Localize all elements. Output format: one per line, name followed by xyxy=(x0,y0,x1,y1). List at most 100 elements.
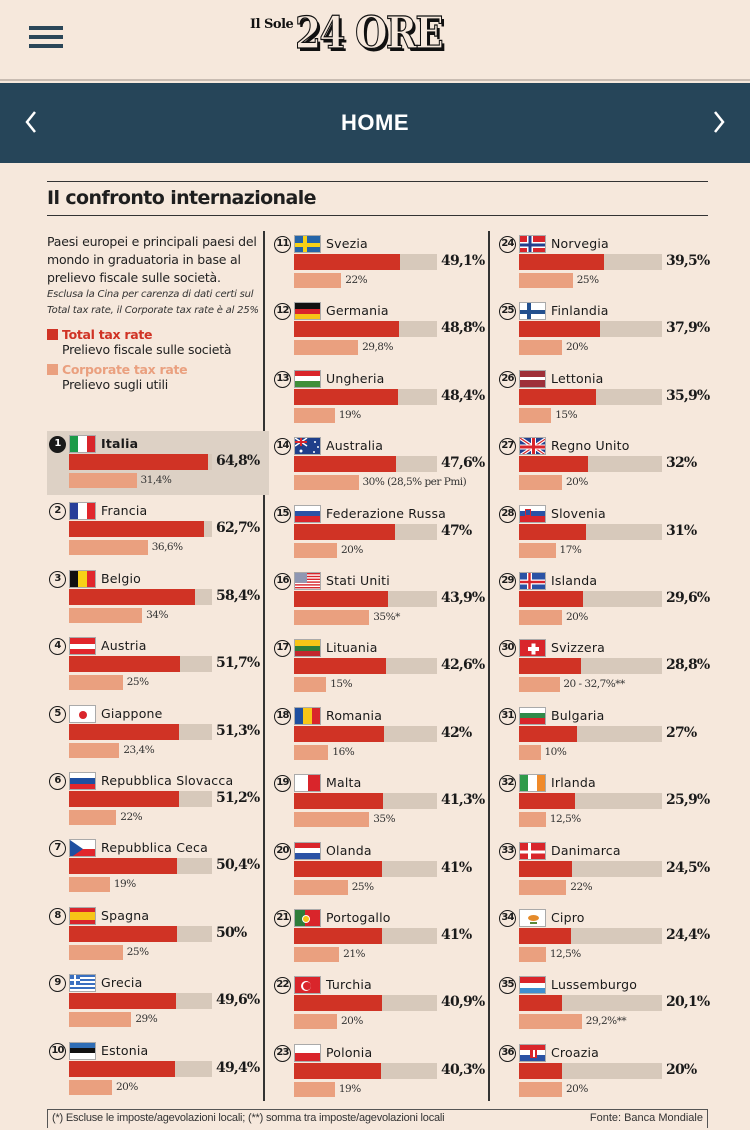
country-name: Lussemburgo xyxy=(551,977,638,993)
rank-badge: 9 xyxy=(49,975,66,993)
corporate-tax-label: 19% xyxy=(113,878,136,891)
total-tax-bar xyxy=(69,791,180,807)
country-name: Svizzera xyxy=(551,640,606,656)
corporate-tax-label: 20% xyxy=(566,341,588,354)
corporate-tax-label: 22% xyxy=(120,811,143,823)
corporate-bar xyxy=(294,407,335,423)
country-name: Portogallo xyxy=(326,910,391,925)
total-tax-label: 48,4% xyxy=(441,387,485,404)
corporate-bar xyxy=(294,812,370,828)
country-row: 19 Malta 41,3% 35% xyxy=(272,770,494,834)
total-tax-label: 49,1% xyxy=(441,253,485,269)
total-tax-bar xyxy=(294,254,400,270)
total-tax-bar xyxy=(519,928,572,944)
country-name: Danimarca xyxy=(551,842,621,858)
country-row: 29 Islanda 29,6% 20% xyxy=(497,568,719,632)
rank-badge: 30 xyxy=(499,640,516,658)
corporate-bar xyxy=(294,947,340,962)
logo-small-text: Il Sole xyxy=(250,17,294,32)
total-tax-bar xyxy=(294,860,383,877)
logo[interactable]: Il Sole 24 ORE xyxy=(250,9,468,65)
footer-notes: (*) Escluse le imposte/agevolazioni loca… xyxy=(47,1109,708,1128)
corporate-tax-label: 22% xyxy=(570,880,593,893)
corporate-tax-label: 23,4% xyxy=(123,743,155,756)
corporate-tax-label: 29,2%** xyxy=(585,1015,627,1028)
rank-badge: 11 xyxy=(274,236,291,253)
total-tax-bar xyxy=(519,321,601,338)
flag-fr-icon xyxy=(69,502,96,521)
country-row: 32 Irlanda 25,9% 12,5% xyxy=(497,770,719,834)
rank-badge: 3 xyxy=(49,570,66,588)
flag-mt-icon xyxy=(294,774,321,793)
corporate-bar xyxy=(519,340,562,356)
country-row: 34 Cipro 24,4% 12,5% xyxy=(497,905,719,969)
total-tax-label: 42,6% xyxy=(441,657,485,674)
flag-lt-icon xyxy=(294,639,321,658)
total-tax-bar xyxy=(69,723,180,740)
corporate-tax-label: 10% xyxy=(544,745,567,758)
chevron-right-icon[interactable] xyxy=(706,107,730,137)
total-tax-label: 20% xyxy=(666,1061,697,1078)
country-row: 17 Lituania 42,6% 15% xyxy=(272,635,494,699)
total-tax-bar xyxy=(294,793,383,810)
rank-badge: 36 xyxy=(499,1044,516,1062)
legend-label-total: Total tax rate xyxy=(62,327,153,342)
intro-block: Paesi europei e principali paesi del mon… xyxy=(47,233,262,397)
corporate-tax-label: 16% xyxy=(332,745,355,758)
country-row: 1 Italia 64,8% 31,4% xyxy=(47,431,269,495)
hamburger-menu-icon[interactable] xyxy=(29,26,63,48)
total-tax-label: 20,1% xyxy=(666,994,710,1011)
rank-badge: 16 xyxy=(274,573,291,590)
total-tax-label: 27% xyxy=(666,724,697,741)
corporate-bar xyxy=(519,879,567,895)
rank-badge: 20 xyxy=(274,842,291,860)
flag-nl-icon xyxy=(294,841,321,860)
corporate-tax-label: 29,8% xyxy=(362,341,393,354)
country-name: Slovenia xyxy=(551,505,606,521)
source-credit: Fonte: Banca Mondiale xyxy=(589,1112,703,1124)
chevron-left-icon[interactable] xyxy=(20,107,44,137)
corporate-tax-label: 22% xyxy=(345,274,368,286)
country-name: Repubblica Ceca xyxy=(101,840,208,856)
total-tax-label: 48,8% xyxy=(441,320,485,337)
country-row: 26 Lettonia 35,9% 15% xyxy=(497,366,719,430)
country-name: Turchia xyxy=(326,977,372,993)
rank-badge: 17 xyxy=(274,640,291,658)
country-name: Finlandia xyxy=(551,303,609,319)
rank-badge: 25 xyxy=(499,303,516,321)
corporate-tax-label: 35% xyxy=(373,813,396,826)
total-tax-bar xyxy=(294,321,399,338)
column-divider xyxy=(263,231,265,1101)
country-name: Giappone xyxy=(101,705,163,721)
total-tax-bar xyxy=(519,254,604,270)
country-name: Lettonia xyxy=(551,370,604,386)
total-tax-label: 42% xyxy=(441,724,472,741)
intro-note: Esclusa la Cina per carenza di dati cert… xyxy=(47,289,259,316)
rank-badge: 21 xyxy=(274,910,291,927)
country-name: Polonia xyxy=(326,1044,373,1060)
country-row: 20 Olanda 41% 25% xyxy=(272,838,494,902)
flag-cy-icon xyxy=(519,909,546,927)
rank-badge: 10 xyxy=(49,1042,66,1060)
total-tax-bar xyxy=(519,860,572,877)
corporate-tax-label: 21% xyxy=(343,948,365,960)
corporate-bar xyxy=(294,340,359,356)
country-name: Svezia xyxy=(326,236,368,251)
flag-jp-icon xyxy=(69,704,96,723)
total-tax-bar xyxy=(519,793,575,810)
corporate-tax-label: 19% xyxy=(338,1082,361,1095)
total-tax-label: 32% xyxy=(666,455,697,472)
corporate-bar xyxy=(519,1081,562,1097)
corporate-tax-label: 36,6% xyxy=(151,541,183,554)
total-tax-label: 35,9% xyxy=(666,387,710,404)
country-row: 30 Svizzera 28,8% 20 - 32,7%** xyxy=(497,635,719,699)
rank-badge: 7 xyxy=(49,840,66,858)
flag-si-icon xyxy=(519,504,546,523)
total-tax-bar xyxy=(294,388,399,405)
total-tax-label: 29,6% xyxy=(666,590,710,606)
total-tax-label: 28,8% xyxy=(666,657,710,674)
corporate-tax-label: 25% xyxy=(351,880,374,893)
total-tax-label: 41,3% xyxy=(441,792,485,809)
total-tax-label: 37,9% xyxy=(666,320,710,337)
total-tax-bar xyxy=(294,928,383,944)
